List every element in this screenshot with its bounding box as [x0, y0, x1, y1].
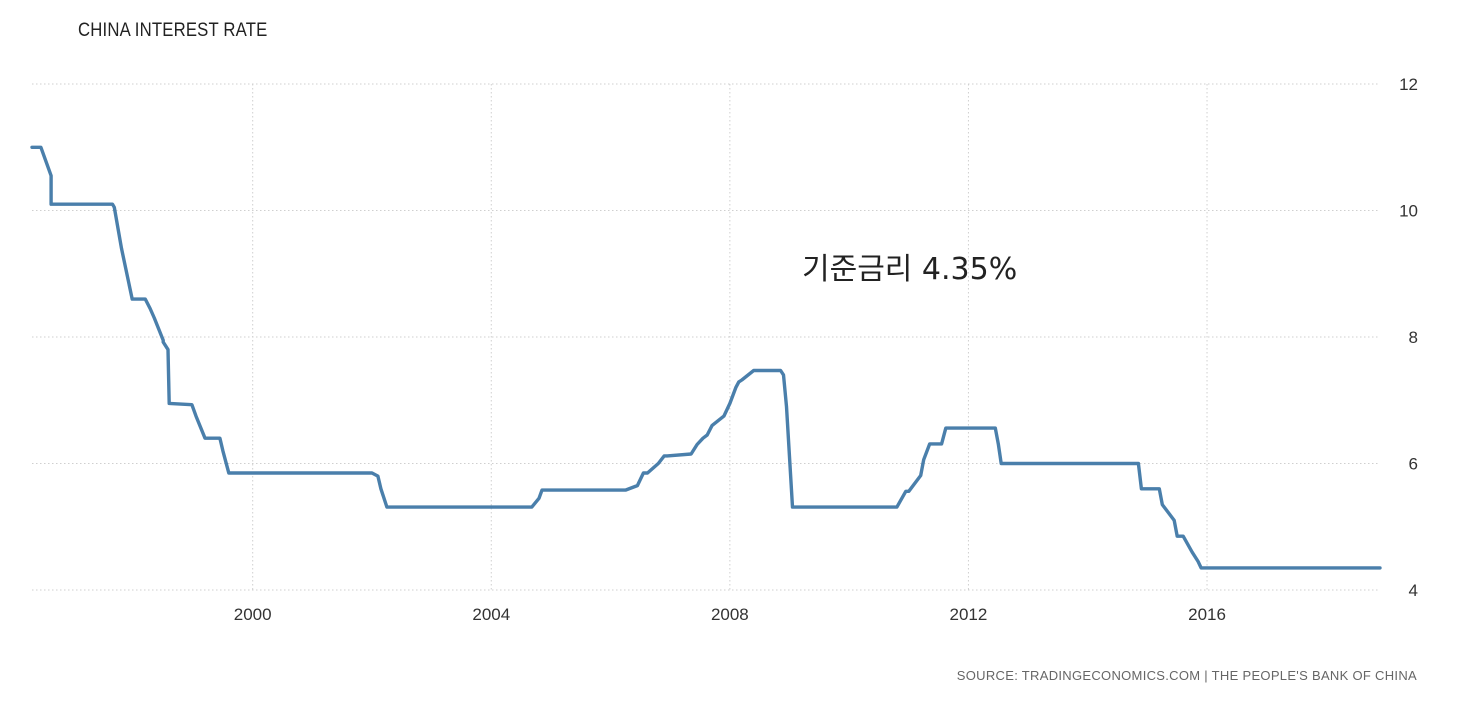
- y-tick-label: 4: [1409, 581, 1418, 600]
- x-tick-label: 2012: [950, 605, 988, 624]
- y-axis-ticks: 4 6 8 10 12: [1399, 75, 1418, 600]
- x-tick-label: 2016: [1188, 605, 1226, 624]
- y-tick-label: 10: [1399, 202, 1418, 221]
- x-tick-label: 2004: [472, 605, 510, 624]
- source-credit: SOURCE: TRADINGECONOMICS.COM | THE PEOPL…: [956, 668, 1417, 683]
- y-tick-label: 6: [1409, 455, 1418, 474]
- y-tick-label: 8: [1409, 328, 1418, 347]
- y-tick-label: 12: [1399, 75, 1418, 94]
- x-axis-ticks: 2000 2004 2008 2012 2016: [234, 605, 1226, 624]
- interest-rate-series-line: [30, 145, 1382, 570]
- x-tick-label: 2000: [234, 605, 272, 624]
- chart-title: CHINA INTEREST RATE: [78, 20, 268, 41]
- annotation-base-rate: 기준금리 4.35%: [802, 252, 1018, 287]
- grid-lines: [32, 83, 1380, 591]
- series-layer: [30, 145, 1382, 570]
- x-tick-label: 2008: [711, 605, 749, 624]
